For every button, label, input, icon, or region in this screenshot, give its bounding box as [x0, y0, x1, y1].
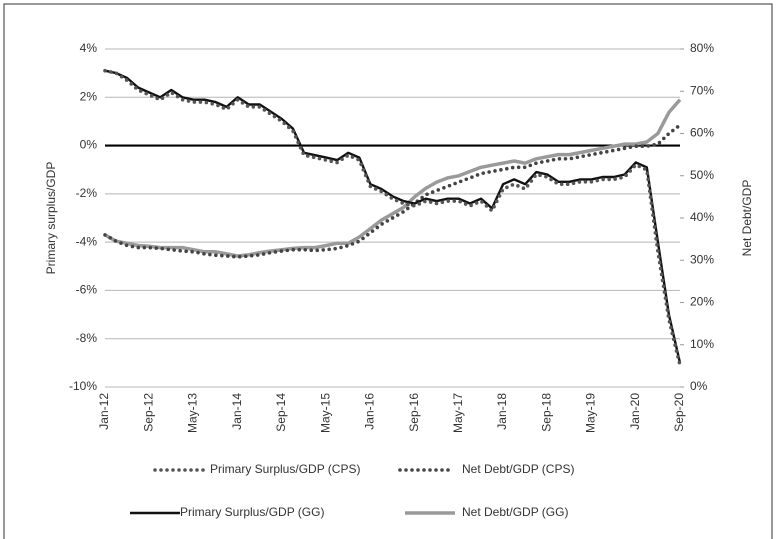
- y2-tick-label: 20%: [690, 295, 714, 309]
- x-tick-label: May-17: [451, 393, 465, 433]
- y-tick-label: -2%: [76, 186, 98, 200]
- y-tick-label: 0%: [80, 138, 98, 152]
- y2-tick-label: 60%: [690, 126, 714, 140]
- legend-label: Primary Surplus/GDP (CPS): [210, 462, 360, 476]
- series-line: [103, 68, 682, 368]
- legend-label: Net Debt/GDP (GG): [462, 505, 568, 519]
- x-tick-label: Jan-14: [230, 393, 244, 430]
- y2-axis-label: Net Debt/GDP: [740, 180, 754, 257]
- x-tick-label: May-19: [584, 393, 598, 433]
- y-tick-label: -6%: [76, 283, 98, 297]
- x-tick-label: May-13: [186, 393, 200, 433]
- y2-tick-label: 50%: [690, 168, 714, 182]
- x-tick-label: Jan-16: [363, 393, 377, 430]
- x-tick-label: Sep-12: [141, 393, 155, 432]
- x-tick-label: Sep-18: [539, 393, 553, 432]
- y-tick-label: 2%: [80, 89, 98, 103]
- legend-label: Primary Surplus/GDP (GG): [180, 505, 324, 519]
- legend-label: Net Debt/GDP (CPS): [462, 462, 574, 476]
- frame: [3, 3, 773, 539]
- x-tick-label: Sep-16: [407, 393, 421, 432]
- y-tick-label: -8%: [76, 331, 98, 345]
- y2-tick-label: 80%: [690, 41, 714, 55]
- x-tick-label: Jan-12: [97, 393, 111, 430]
- x-tick-label: Sep-14: [274, 393, 288, 432]
- y-tick-label: 4%: [80, 41, 98, 55]
- y2-tick-label: 10%: [690, 337, 714, 351]
- x-tick-label: Jan-20: [628, 393, 642, 430]
- series-line: [103, 123, 682, 259]
- y-tick-label: -10%: [69, 379, 97, 393]
- y-tick-label: -4%: [76, 234, 98, 248]
- y-axis-label: Primary surplus/GDP: [44, 162, 58, 275]
- y2-tick-label: 70%: [690, 83, 714, 97]
- series-line: [104, 69, 682, 364]
- series-line: [104, 98, 682, 258]
- y2-tick-label: 40%: [690, 210, 714, 224]
- x-tick-label: Jan-18: [495, 393, 509, 430]
- y2-tick-label: 30%: [690, 252, 714, 266]
- x-tick-label: May-15: [318, 393, 332, 433]
- x-tick-label: Sep-20: [672, 393, 686, 432]
- y2-tick-label: 0%: [690, 379, 708, 393]
